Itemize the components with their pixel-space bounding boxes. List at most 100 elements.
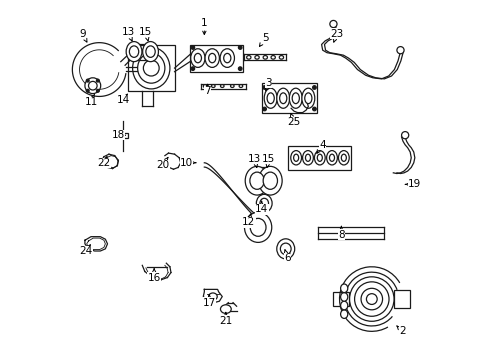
Ellipse shape bbox=[314, 150, 325, 165]
Text: 4: 4 bbox=[316, 140, 325, 153]
Ellipse shape bbox=[194, 53, 201, 63]
Ellipse shape bbox=[279, 93, 286, 104]
Ellipse shape bbox=[85, 78, 101, 94]
Text: 24: 24 bbox=[79, 245, 92, 256]
Ellipse shape bbox=[238, 46, 242, 49]
Ellipse shape bbox=[96, 79, 99, 82]
Ellipse shape bbox=[340, 310, 347, 319]
Ellipse shape bbox=[129, 46, 139, 57]
Ellipse shape bbox=[220, 85, 224, 87]
Bar bbox=[261, 83, 317, 113]
Text: 15: 15 bbox=[262, 154, 275, 168]
Ellipse shape bbox=[263, 55, 267, 59]
Ellipse shape bbox=[191, 67, 194, 71]
Ellipse shape bbox=[293, 154, 298, 161]
Ellipse shape bbox=[203, 85, 206, 87]
Text: 19: 19 bbox=[405, 179, 421, 189]
Text: 16: 16 bbox=[147, 269, 161, 283]
Ellipse shape bbox=[360, 288, 382, 310]
Text: 21: 21 bbox=[219, 312, 232, 325]
Ellipse shape bbox=[126, 41, 142, 62]
Text: 6: 6 bbox=[284, 250, 290, 263]
Text: 18: 18 bbox=[111, 130, 125, 140]
Bar bbox=[332, 292, 348, 306]
Ellipse shape bbox=[244, 166, 268, 195]
Ellipse shape bbox=[223, 53, 230, 63]
Text: 10: 10 bbox=[180, 158, 196, 168]
Ellipse shape bbox=[86, 89, 89, 92]
Ellipse shape bbox=[220, 305, 231, 314]
Ellipse shape bbox=[329, 21, 336, 28]
Ellipse shape bbox=[276, 88, 289, 108]
Ellipse shape bbox=[263, 172, 277, 189]
Text: 12: 12 bbox=[242, 214, 255, 227]
Ellipse shape bbox=[301, 88, 314, 108]
Ellipse shape bbox=[204, 49, 219, 67]
Ellipse shape bbox=[132, 47, 169, 89]
Bar bbox=[287, 145, 350, 170]
Ellipse shape bbox=[340, 293, 347, 301]
Ellipse shape bbox=[289, 88, 302, 108]
Ellipse shape bbox=[143, 60, 159, 76]
Ellipse shape bbox=[354, 282, 388, 316]
Text: 14: 14 bbox=[255, 201, 268, 215]
Ellipse shape bbox=[292, 93, 299, 104]
Text: 25: 25 bbox=[287, 113, 300, 127]
Ellipse shape bbox=[305, 154, 310, 161]
Ellipse shape bbox=[329, 154, 334, 161]
Text: 9: 9 bbox=[79, 29, 87, 42]
Ellipse shape bbox=[280, 243, 290, 255]
Ellipse shape bbox=[270, 55, 275, 59]
Ellipse shape bbox=[220, 49, 234, 67]
Ellipse shape bbox=[262, 107, 266, 111]
Text: 23: 23 bbox=[330, 29, 343, 42]
Bar bbox=[393, 290, 409, 308]
Ellipse shape bbox=[244, 212, 271, 242]
Ellipse shape bbox=[258, 166, 282, 195]
Ellipse shape bbox=[145, 46, 155, 57]
Ellipse shape bbox=[302, 150, 313, 165]
Text: 3: 3 bbox=[265, 78, 272, 91]
Text: 1: 1 bbox=[201, 18, 207, 35]
Ellipse shape bbox=[366, 294, 376, 305]
Ellipse shape bbox=[250, 219, 265, 236]
Ellipse shape bbox=[88, 81, 97, 90]
Text: 11: 11 bbox=[84, 94, 98, 107]
Text: 14: 14 bbox=[117, 94, 130, 105]
Ellipse shape bbox=[137, 53, 164, 83]
Ellipse shape bbox=[254, 55, 259, 59]
Text: 22: 22 bbox=[97, 157, 110, 168]
Ellipse shape bbox=[338, 150, 348, 165]
Ellipse shape bbox=[256, 194, 271, 212]
Ellipse shape bbox=[142, 41, 158, 62]
Ellipse shape bbox=[340, 284, 347, 293]
Ellipse shape bbox=[396, 46, 403, 54]
Ellipse shape bbox=[340, 301, 347, 310]
Ellipse shape bbox=[96, 89, 99, 92]
Ellipse shape bbox=[317, 154, 322, 161]
Text: 2: 2 bbox=[396, 326, 405, 336]
Ellipse shape bbox=[191, 46, 194, 49]
Ellipse shape bbox=[260, 198, 268, 208]
Ellipse shape bbox=[86, 79, 89, 82]
Text: 15: 15 bbox=[139, 27, 152, 41]
Ellipse shape bbox=[312, 107, 316, 111]
Text: 13: 13 bbox=[121, 27, 134, 41]
Ellipse shape bbox=[246, 55, 250, 59]
Ellipse shape bbox=[401, 132, 408, 139]
Ellipse shape bbox=[341, 154, 346, 161]
Ellipse shape bbox=[239, 85, 242, 87]
Ellipse shape bbox=[238, 67, 242, 71]
Ellipse shape bbox=[266, 93, 274, 104]
Ellipse shape bbox=[312, 86, 316, 89]
Ellipse shape bbox=[349, 277, 393, 321]
Text: 13: 13 bbox=[247, 154, 261, 168]
Ellipse shape bbox=[230, 85, 234, 87]
Ellipse shape bbox=[290, 150, 301, 165]
Ellipse shape bbox=[304, 93, 311, 104]
Ellipse shape bbox=[208, 293, 217, 300]
Ellipse shape bbox=[208, 53, 215, 63]
Ellipse shape bbox=[326, 150, 337, 165]
Ellipse shape bbox=[190, 49, 204, 67]
Ellipse shape bbox=[262, 86, 266, 89]
